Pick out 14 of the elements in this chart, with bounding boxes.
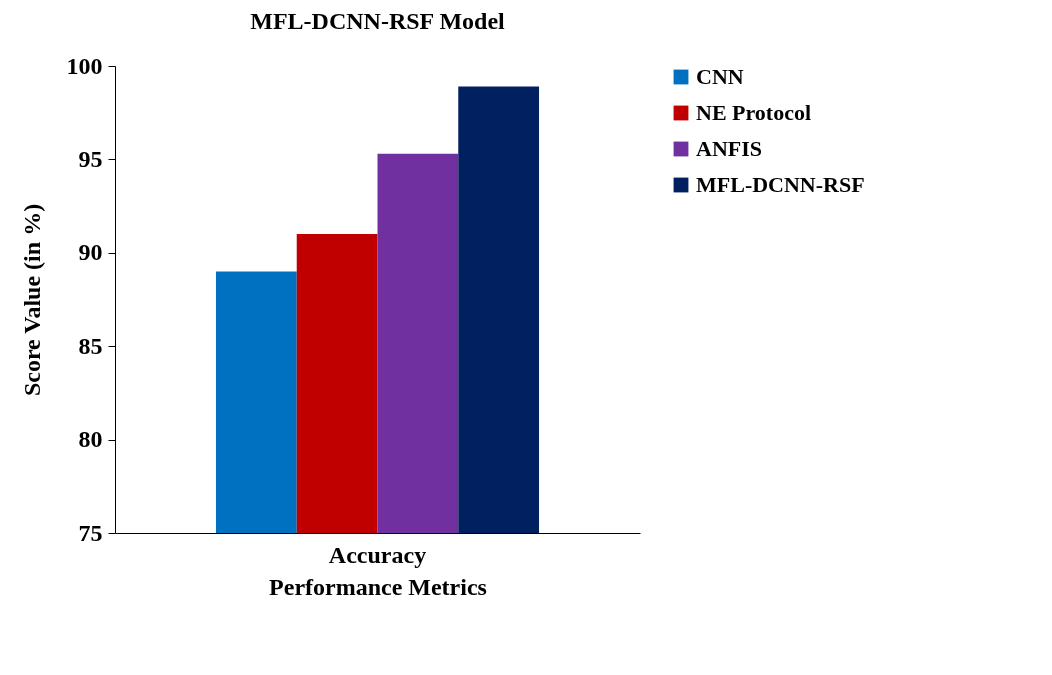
y-tick-label: 90 — [78, 239, 103, 266]
legend-label: ANFIS — [696, 136, 763, 161]
y-tick-label: 75 — [78, 519, 103, 546]
y-tick-label: 85 — [78, 332, 103, 359]
legend-label: MFL-DCNN-RSF — [696, 172, 865, 197]
y-axis-title: Score Value (in %) — [18, 203, 45, 397]
y-tick-label: 80 — [78, 426, 103, 453]
legend-label: NE Protocol — [696, 100, 812, 125]
x-axis-title: Performance Metrics — [269, 573, 487, 600]
legend-label: CNN — [696, 64, 744, 89]
y-tick-label: 100 — [66, 52, 103, 79]
x-tick-label: Accuracy — [328, 541, 427, 568]
y-tick-label: 95 — [78, 145, 103, 172]
chart-title: MFL-DCNN-RSF Model — [250, 8, 506, 34]
